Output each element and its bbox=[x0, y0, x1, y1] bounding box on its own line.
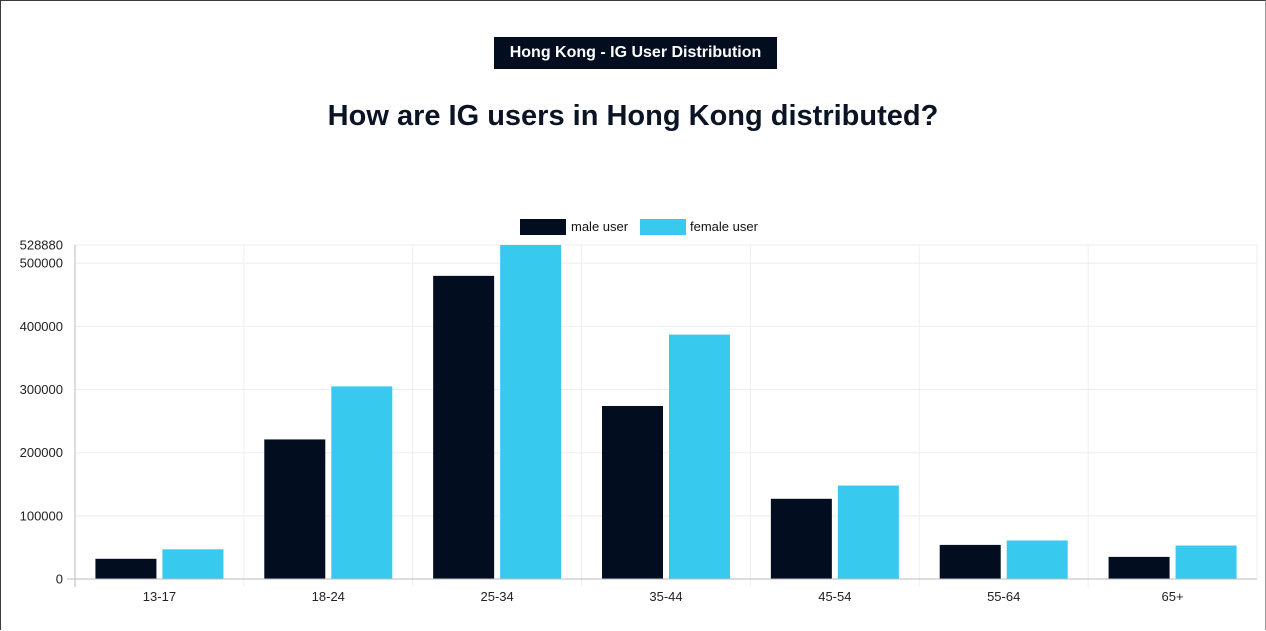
bar-female-13-17[interactable] bbox=[162, 549, 224, 579]
x-tick-label: 18-24 bbox=[312, 589, 345, 604]
bar-female-35-44[interactable] bbox=[669, 334, 730, 579]
x-tick-label: 25-34 bbox=[481, 589, 514, 604]
bar-female-45-54[interactable] bbox=[837, 485, 899, 579]
bar-chart: male user female user 0 100000 200000 30000… bbox=[20, 219, 1258, 604]
bar-male-13-17[interactable] bbox=[95, 558, 157, 579]
x-tick-label: 55-64 bbox=[987, 589, 1020, 604]
page-badge: Hong Kong - IG User Distribution bbox=[494, 37, 777, 69]
bar-male-55-64[interactable] bbox=[939, 544, 1001, 579]
x-tick-label: 13-17 bbox=[143, 589, 176, 604]
bar-female-65+[interactable] bbox=[1175, 545, 1237, 579]
bar-male-25-34[interactable] bbox=[433, 275, 495, 579]
bar-male-35-44[interactable] bbox=[602, 405, 663, 579]
y-tick-label: 500000 bbox=[20, 256, 63, 271]
bar-female-18-24[interactable] bbox=[331, 386, 393, 579]
y-tick-label: 100000 bbox=[20, 508, 63, 523]
bar-male-45-54[interactable] bbox=[770, 498, 832, 579]
y-tick-label: 200000 bbox=[20, 445, 63, 460]
bar-female-25-34[interactable] bbox=[500, 245, 562, 579]
legend-swatch-female[interactable] bbox=[640, 219, 686, 235]
legend-swatch-male[interactable] bbox=[520, 219, 566, 235]
grid bbox=[75, 244, 1258, 587]
x-tick-label: 35-44 bbox=[649, 589, 682, 604]
x-tick-label: 45-54 bbox=[818, 589, 851, 604]
y-tick-label: 528880 bbox=[20, 238, 63, 253]
bar-male-18-24[interactable] bbox=[264, 439, 326, 579]
bar-male-65+[interactable] bbox=[1108, 556, 1170, 579]
x-axis: 13-17 18-24 25-34 35-44 45-54 55-64 65+ bbox=[67, 578, 1257, 604]
y-axis: 0 100000 200000 300000 400000 500000 528880 bbox=[20, 238, 76, 587]
bar-female-55-64[interactable] bbox=[1006, 540, 1068, 579]
page-title: How are IG users in Hong Kong distribute… bbox=[327, 100, 939, 132]
y-tick-label: 300000 bbox=[20, 382, 63, 397]
bars bbox=[95, 245, 1237, 579]
y-tick-label: 0 bbox=[56, 572, 63, 587]
legend-label-male[interactable]: male user bbox=[571, 219, 629, 234]
x-tick-label: 65+ bbox=[1162, 589, 1184, 604]
legend: male user female user bbox=[520, 219, 759, 235]
y-tick-label: 400000 bbox=[20, 319, 63, 334]
legend-label-female[interactable]: female user bbox=[690, 219, 759, 234]
